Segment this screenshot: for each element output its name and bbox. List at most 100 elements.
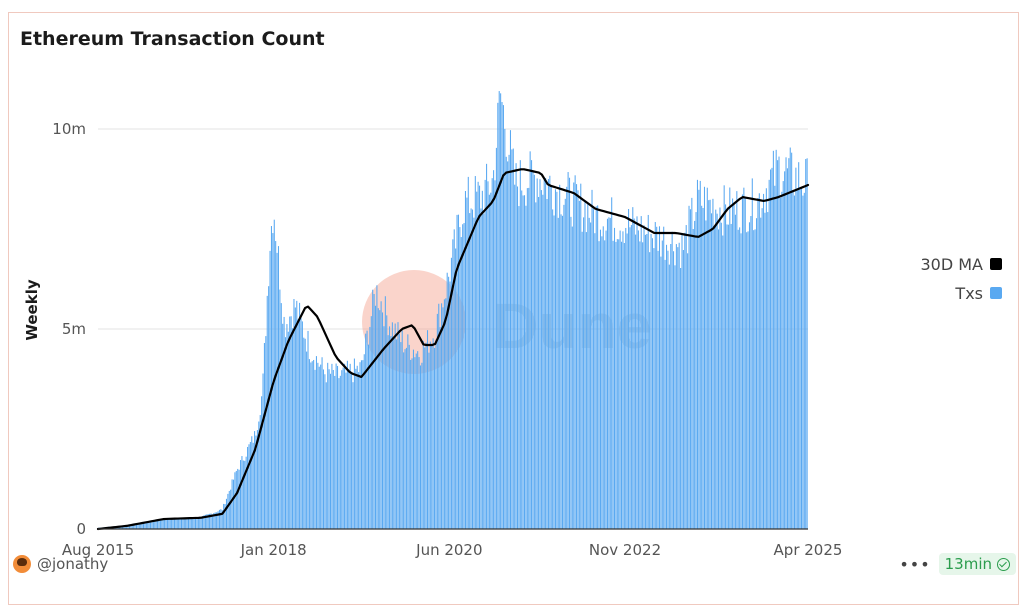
- bar: [242, 460, 244, 529]
- bar: [681, 232, 683, 530]
- bar: [722, 235, 724, 529]
- bar: [248, 444, 250, 529]
- bar: [279, 289, 281, 529]
- bar: [782, 181, 784, 529]
- bar: [220, 509, 222, 529]
- bar: [651, 238, 653, 529]
- bar: [799, 188, 801, 529]
- bar: [785, 157, 787, 529]
- bar: [543, 179, 545, 529]
- bar: [166, 519, 168, 529]
- bar: [293, 299, 295, 529]
- bar: [688, 205, 690, 529]
- bar: [763, 193, 765, 529]
- more-options-icon[interactable]: •••: [899, 554, 931, 574]
- bar: [324, 374, 326, 529]
- bar: [453, 229, 455, 530]
- bar: [501, 102, 503, 529]
- bar: [356, 365, 358, 529]
- bar: [709, 199, 711, 530]
- bar: [190, 518, 192, 529]
- bar: [580, 183, 582, 529]
- bar: [720, 222, 722, 530]
- bar: [512, 148, 514, 529]
- bar: [675, 244, 677, 529]
- bar: [386, 315, 388, 529]
- bar: [706, 187, 708, 529]
- bar: [334, 375, 336, 529]
- bar: [713, 227, 715, 530]
- bar: [671, 231, 673, 529]
- bar: [189, 517, 191, 529]
- bar: [602, 226, 604, 529]
- bar: [757, 198, 759, 529]
- bar: [525, 205, 527, 530]
- bar: [619, 230, 621, 530]
- bar: [266, 295, 268, 529]
- bar: [300, 314, 302, 529]
- bar: [760, 217, 762, 529]
- bar: [390, 336, 392, 529]
- bar: [321, 357, 323, 529]
- bar: [479, 185, 481, 529]
- bar: [539, 179, 541, 529]
- bar: [471, 209, 474, 529]
- bar: [626, 233, 628, 529]
- bar: [438, 303, 440, 529]
- bar: [748, 222, 751, 530]
- bar: [314, 369, 316, 529]
- freshness-badge[interactable]: 13min: [938, 553, 1016, 575]
- bar: [183, 518, 185, 529]
- bar: [487, 181, 489, 529]
- bar: [147, 522, 149, 529]
- legend-label[interactable]: 30D MA: [920, 255, 983, 274]
- bar: [318, 366, 320, 529]
- bar: [199, 518, 201, 529]
- bar: [751, 178, 753, 529]
- y-axis-label: Weekly: [23, 279, 41, 340]
- bar: [594, 233, 596, 529]
- bar: [369, 326, 371, 529]
- author-info[interactable]: @jonathy: [13, 555, 108, 573]
- bar: [792, 191, 794, 529]
- bar: [701, 205, 703, 529]
- bar: [193, 518, 195, 529]
- bar: [761, 208, 763, 529]
- bar: [313, 359, 315, 529]
- bar: [425, 342, 427, 529]
- bar: [658, 226, 661, 530]
- bar: [403, 352, 405, 529]
- bar: [577, 190, 579, 529]
- bar: [339, 375, 341, 529]
- bar: [625, 227, 627, 529]
- bar: [642, 242, 644, 529]
- bar: [405, 347, 407, 529]
- bar: [337, 365, 339, 529]
- bar: [753, 230, 755, 529]
- bar: [452, 239, 454, 529]
- bar: [484, 179, 486, 530]
- bar: [585, 232, 587, 529]
- bar: [768, 179, 770, 529]
- legend-label[interactable]: Txs: [954, 284, 983, 303]
- bar: [322, 369, 325, 529]
- bar: [483, 213, 485, 530]
- bar: [777, 160, 779, 530]
- x-tick-labels: Aug 2015 Jan 2018 Jun 2020 Nov 2022 Apr 2025: [62, 541, 843, 559]
- bar: [327, 362, 329, 529]
- bar: [251, 436, 253, 529]
- bar: [504, 128, 506, 529]
- bar: [292, 328, 294, 529]
- bar: [691, 197, 693, 529]
- bar: [781, 191, 783, 530]
- bar: [557, 217, 559, 529]
- bar: [252, 442, 254, 529]
- bar: [342, 367, 344, 529]
- bar: [372, 289, 374, 529]
- bar: [629, 227, 631, 529]
- bar: [415, 353, 417, 529]
- bar: [192, 518, 194, 529]
- bar: [268, 286, 270, 529]
- bar: [536, 178, 538, 529]
- bar: [195, 518, 197, 529]
